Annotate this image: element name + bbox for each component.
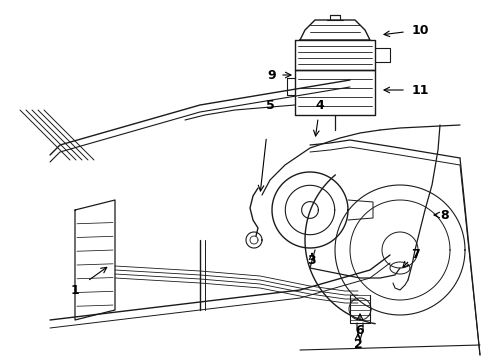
Text: 10: 10 — [411, 23, 429, 36]
Text: 9: 9 — [268, 68, 276, 81]
Text: 2: 2 — [354, 338, 363, 351]
Text: 6: 6 — [356, 324, 364, 337]
Text: 4: 4 — [316, 99, 324, 112]
Text: 3: 3 — [308, 253, 317, 266]
Text: 1: 1 — [71, 284, 79, 297]
Text: 5: 5 — [266, 99, 274, 112]
Text: 7: 7 — [411, 248, 419, 261]
Text: 11: 11 — [411, 84, 429, 96]
Text: 8: 8 — [441, 208, 449, 221]
